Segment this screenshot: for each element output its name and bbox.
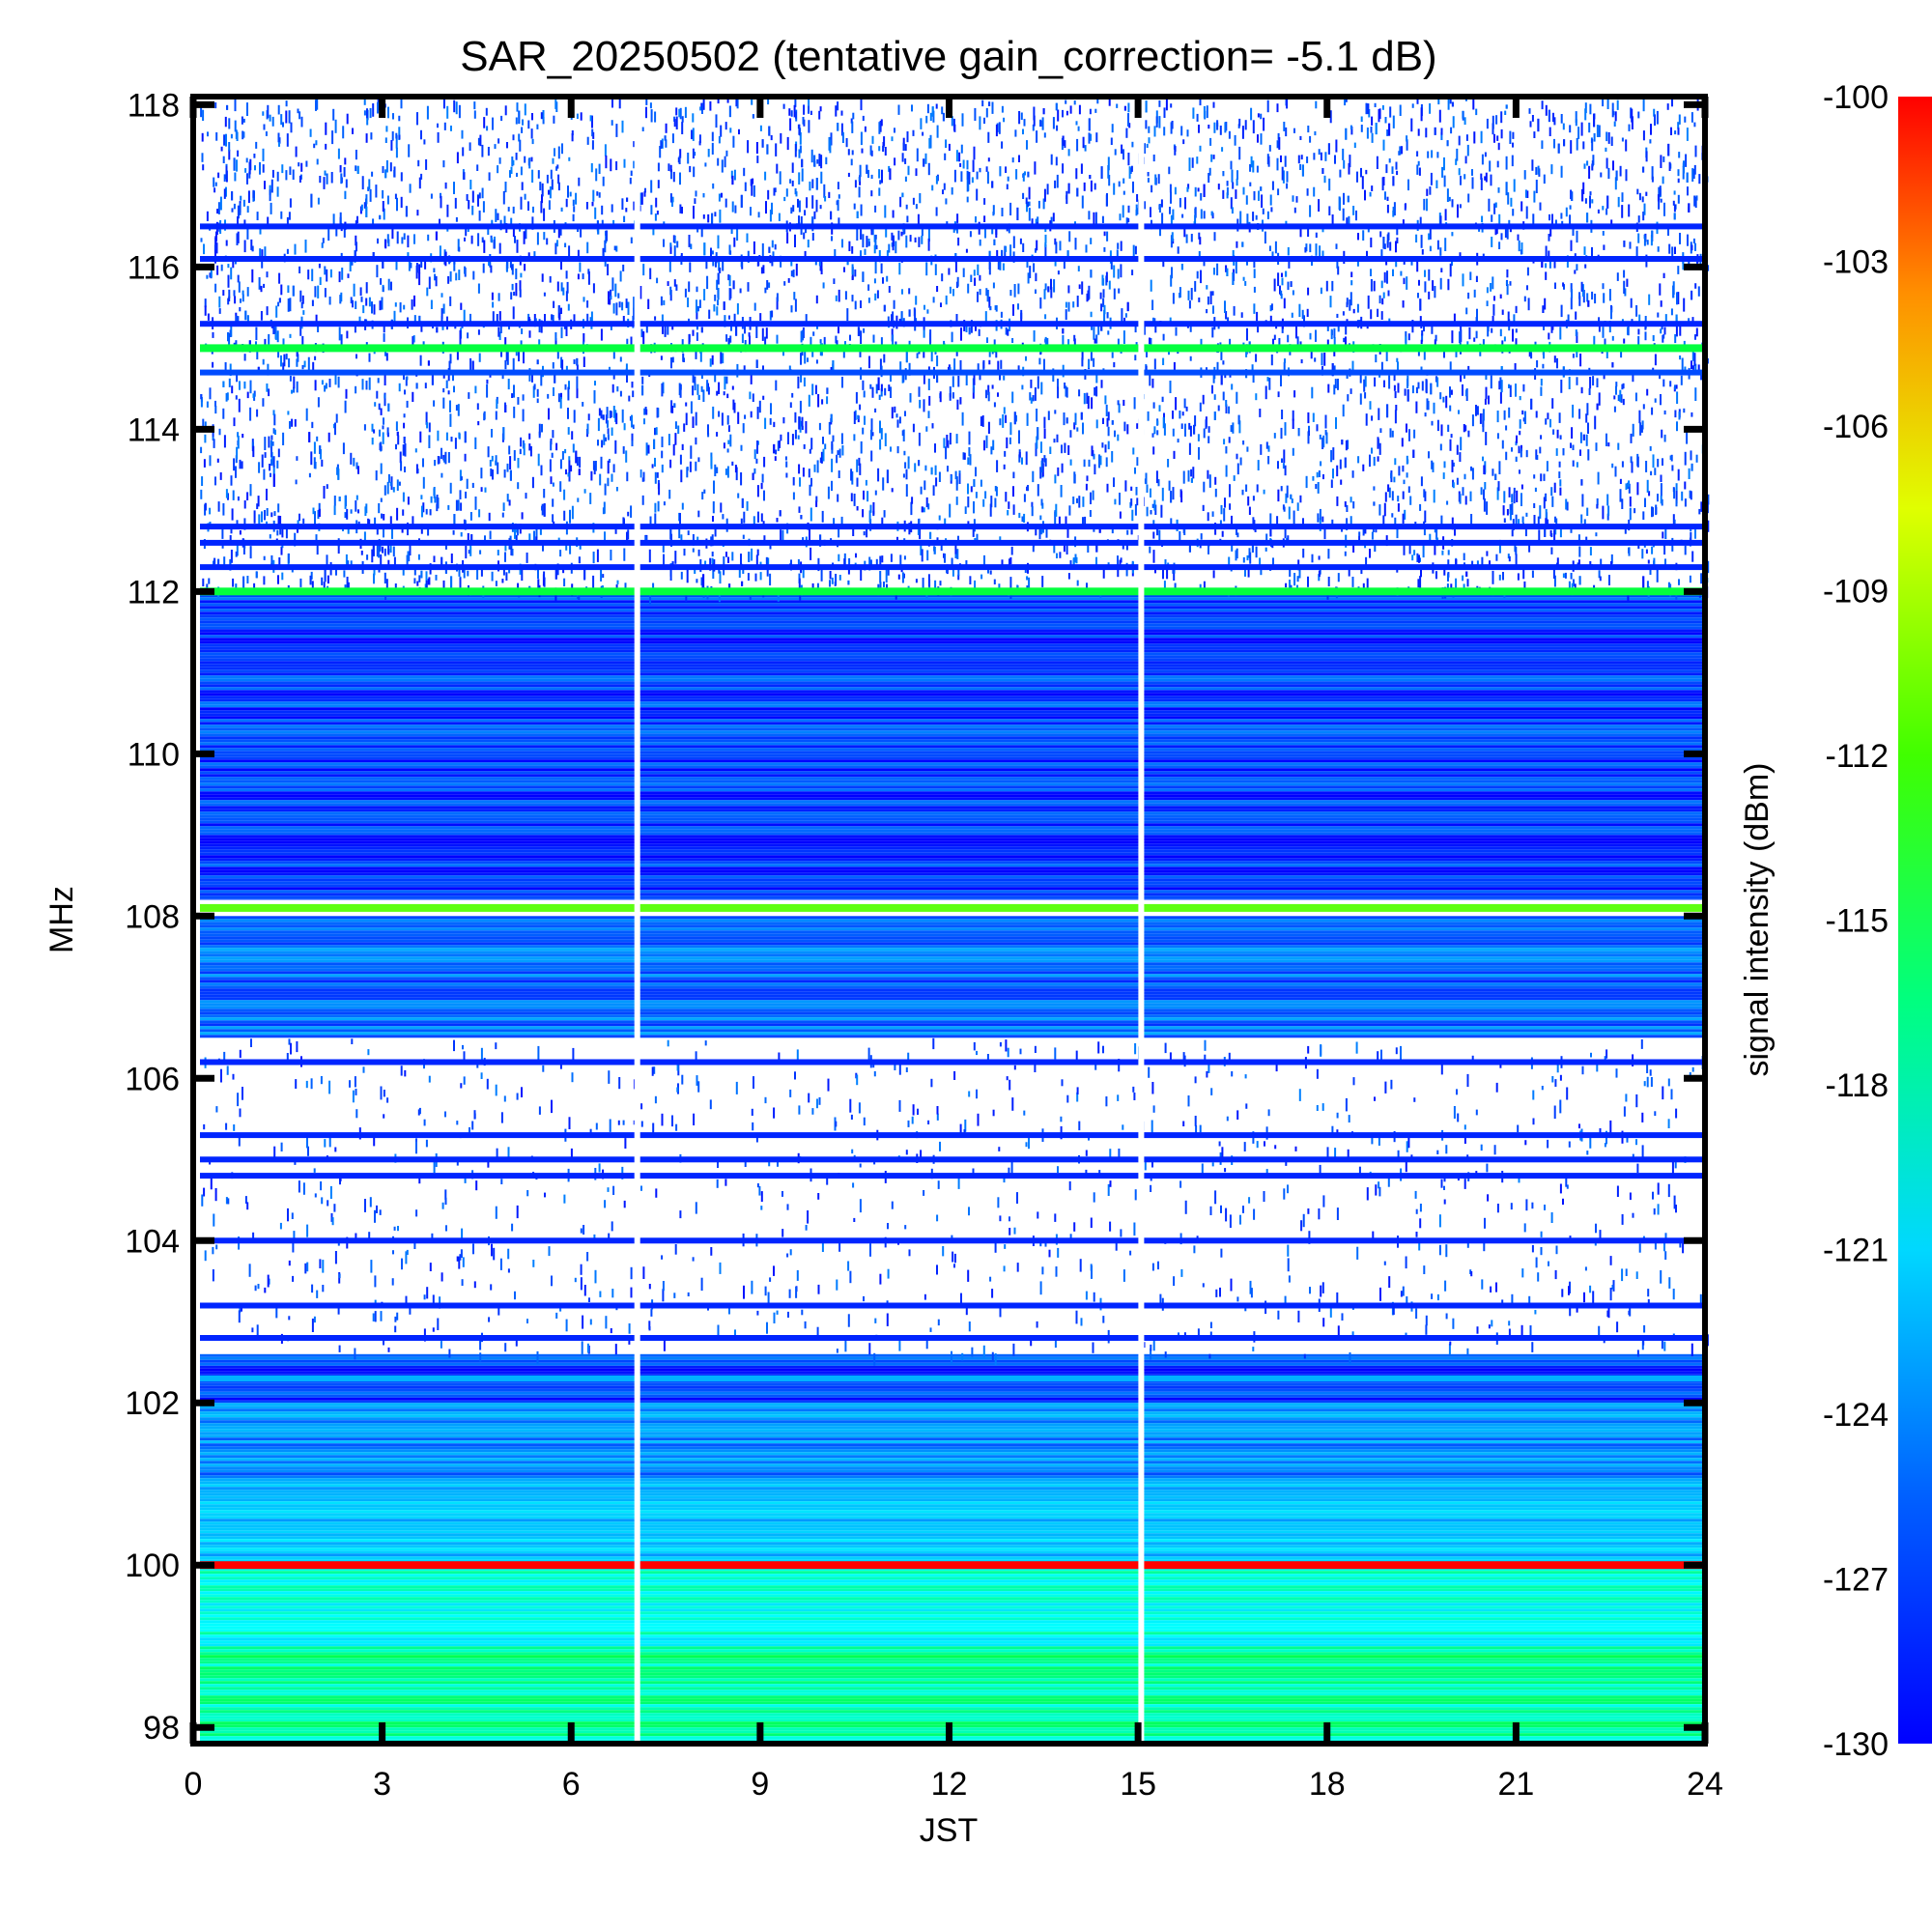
- y-axis-label: MHz: [43, 886, 80, 953]
- carrier-line: [200, 1302, 1708, 1309]
- carrier-line: [200, 1173, 1708, 1179]
- strong-carriers: [200, 344, 1708, 1570]
- chart-title: SAR_20250502 (tentative gain_correction=…: [460, 33, 1436, 80]
- band-5: [200, 916, 1708, 1038]
- x-tick-label: 9: [751, 1766, 769, 1803]
- y-tick-label: 118: [128, 87, 180, 124]
- carrier-line: [200, 321, 1708, 327]
- y-tick-label: 106: [125, 1061, 180, 1097]
- colorbar-tick-label: -124: [1823, 1397, 1889, 1434]
- strong-carrier: [200, 587, 1708, 596]
- carrier-line: [200, 369, 1708, 376]
- carrier-line: [200, 1059, 1708, 1065]
- y-tick-label: 114: [128, 412, 180, 448]
- y-tick-label: 100: [125, 1548, 180, 1584]
- band-3: [200, 1403, 1708, 1485]
- carrier-line: [200, 223, 1708, 230]
- colorbar-ticks: -100 -103 -106 -109 -112 -115 -118 -121 -124 -127…: [1823, 79, 1889, 1763]
- x-axis-label: JST: [920, 1812, 978, 1849]
- sparse-region-1: [200, 97, 1710, 605]
- x-tick-label: 6: [562, 1766, 581, 1803]
- y-tick-label: 108: [125, 898, 180, 935]
- carrier-line: [200, 1156, 1708, 1163]
- colorbar-tick-label: -130: [1823, 1726, 1889, 1763]
- colorbar-tick-label: -100: [1823, 79, 1889, 116]
- y-axis-ticks: 98 100 102 104 106 108 110 112 114 116 118: [125, 87, 1705, 1747]
- x-tick-label: 3: [373, 1766, 391, 1803]
- carrier-line: [200, 1335, 1708, 1341]
- strong-carrier: [200, 903, 1708, 912]
- colorbar-tick-label: -115: [1825, 903, 1889, 940]
- colorbar-label: signal intensity (dBm): [1739, 762, 1776, 1076]
- colorbar-tick-label: -121: [1823, 1233, 1889, 1269]
- y-tick-label: 116: [128, 249, 180, 286]
- colorbar-tick-label: -109: [1823, 574, 1889, 611]
- x-tick-label: 21: [1497, 1766, 1534, 1803]
- carrier-line: [200, 256, 1708, 262]
- carrier-line: [200, 1376, 1708, 1381]
- y-tick-label: 112: [128, 574, 180, 611]
- x-axis-ticks: 0 3 6 9 12 15 18 21 24: [185, 97, 1723, 1803]
- carrier-line: [200, 539, 1708, 546]
- colorbar-tick-label: -106: [1823, 409, 1889, 445]
- x-tick-label: 18: [1309, 1766, 1346, 1803]
- band-1: [200, 1565, 1708, 1647]
- band-0: [200, 1646, 1708, 1744]
- carrier-line: [200, 1132, 1708, 1139]
- band-6: [200, 591, 1708, 900]
- carrier-line: [200, 1237, 1708, 1244]
- data-gap: [634, 97, 640, 1744]
- persistent-lines: [200, 223, 1708, 1381]
- strong-carrier: [200, 1561, 1708, 1570]
- y-tick-label: 110: [128, 736, 180, 773]
- strong-carrier: [200, 344, 1708, 353]
- y-tick-label: 102: [125, 1385, 180, 1422]
- x-tick-label: 15: [1120, 1766, 1156, 1803]
- x-tick-label: 12: [931, 1766, 968, 1803]
- colorbar: [1898, 97, 1932, 1744]
- colorbar-tick-label: -103: [1823, 244, 1889, 281]
- x-tick-label: 24: [1687, 1766, 1723, 1803]
- sparse-region-0: [201, 1037, 1709, 1366]
- y-tick-label: 98: [143, 1710, 180, 1747]
- carrier-line: [200, 524, 1708, 530]
- band-2: [200, 1484, 1708, 1566]
- carrier-line: [200, 564, 1708, 571]
- colorbar-tick-label: -127: [1823, 1562, 1889, 1599]
- y-tick-label: 104: [125, 1223, 180, 1260]
- colorbar-tick-label: -112: [1825, 738, 1889, 775]
- x-tick-label: 0: [185, 1766, 203, 1803]
- colorbar-tick-label: -118: [1825, 1067, 1889, 1104]
- data-gap: [1138, 97, 1145, 1744]
- heatmap-plot: [200, 97, 1710, 1744]
